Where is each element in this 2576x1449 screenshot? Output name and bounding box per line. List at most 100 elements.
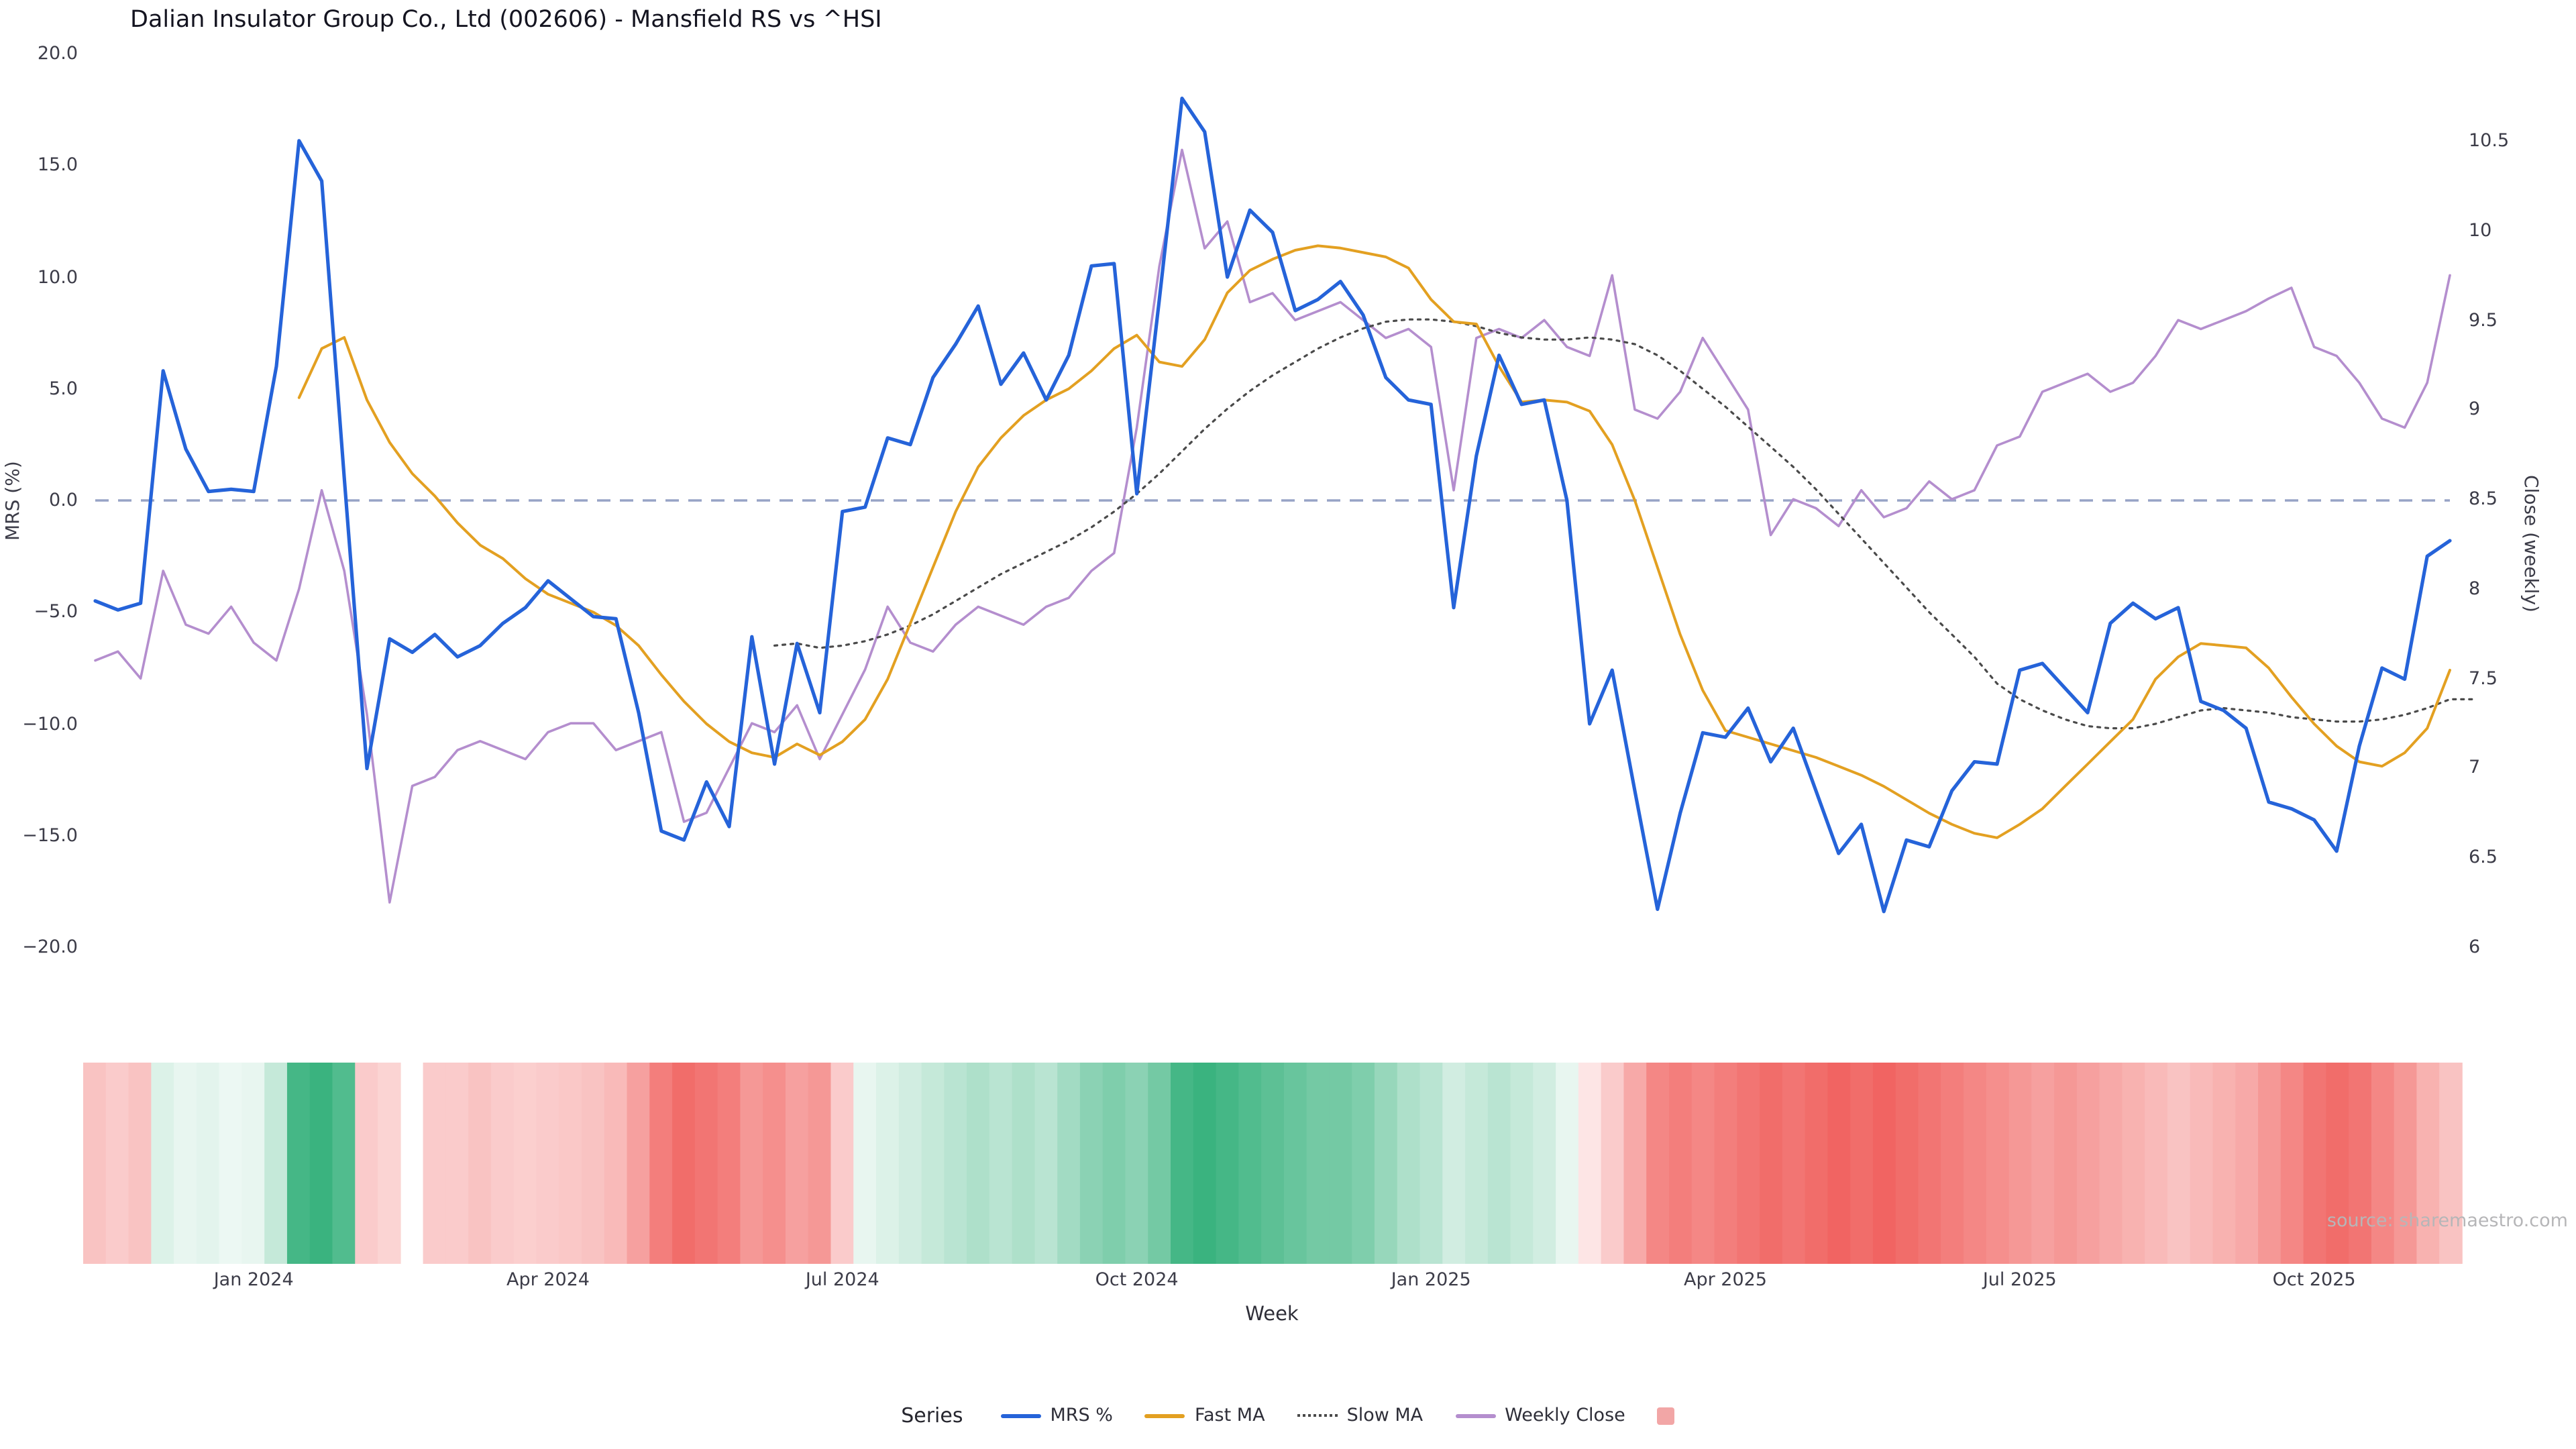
heatmap-cell	[1238, 1063, 1262, 1264]
heatmap-cell	[1941, 1063, 1964, 1264]
heatmap-cell	[1465, 1063, 1489, 1264]
heatmap-cell	[378, 1063, 401, 1264]
heatmap-cell	[1329, 1063, 1352, 1264]
line-slow-ma	[773, 318, 2474, 730]
heatmap-cell	[490, 1063, 515, 1264]
heatmap-cell	[830, 1063, 855, 1264]
heatmap-cell	[1669, 1063, 1693, 1264]
y-axis-right-tick-label: 9	[2469, 398, 2481, 421]
heatmap-cell	[1850, 1063, 1874, 1264]
heatmap-cell	[2303, 1063, 2327, 1264]
y-axis-right-tick-label: 6.5	[2469, 847, 2498, 869]
heatmap-cell	[1986, 1063, 2010, 1264]
legend-item-slow-ma[interactable]: Slow MA	[1297, 1405, 1424, 1426]
y-axis-left-tick-label: −5.0	[34, 601, 78, 623]
heatmap-cell	[1374, 1063, 1398, 1264]
heatmap-svg	[83, 1063, 2463, 1264]
heatmap-cell	[627, 1063, 651, 1264]
heatmap-cell	[1782, 1063, 1806, 1264]
y-axis-left-tick-label: 15.0	[37, 154, 78, 176]
heatmap-cell	[2076, 1063, 2100, 1264]
heatmap-cell	[2280, 1063, 2304, 1264]
heatmap-cell	[2212, 1063, 2237, 1264]
heatmap-cell	[1510, 1063, 1534, 1264]
heatmap-cell	[1691, 1063, 1715, 1264]
legend-item-fast-ma[interactable]: Fast MA	[1144, 1405, 1265, 1426]
heatmap-cell	[2326, 1063, 2349, 1264]
legend-swatch-dotted-line	[1297, 1414, 1338, 1417]
heatmap-cell	[694, 1063, 718, 1264]
heatmap-cell	[2190, 1063, 2214, 1264]
y-axis-right-tick-label: 8	[2469, 578, 2481, 600]
heatmap-cell	[309, 1063, 333, 1264]
legend-item-heatmap[interactable]	[1657, 1407, 1675, 1424]
heatmap-cell	[898, 1063, 922, 1264]
heatmap-cell	[1964, 1063, 1987, 1264]
legend-item-mrs[interactable]: MRS %	[1000, 1405, 1113, 1426]
y-axis-left-tick-label: −20.0	[22, 936, 78, 958]
heatmap-cell	[2122, 1063, 2145, 1264]
heatmap-cell	[2349, 1063, 2372, 1264]
legend-title: Series	[901, 1403, 963, 1428]
y-axis-right-tick-label: 7	[2469, 757, 2481, 779]
heatmap-cell	[1623, 1063, 1648, 1264]
heatmap-cell	[1872, 1063, 1896, 1264]
heatmap-cell	[2416, 1063, 2440, 1264]
heatmap-cell	[559, 1063, 582, 1264]
legend-swatch-line	[1000, 1413, 1041, 1417]
heatmap-cell	[1171, 1063, 1194, 1264]
heatmap-cell	[332, 1063, 356, 1264]
x-axis-tick-label: Apr 2024	[506, 1269, 590, 1291]
heatmap-cell	[2235, 1063, 2259, 1264]
plot-svg	[93, 97, 2474, 914]
heatmap-cell	[604, 1063, 628, 1264]
heatmap-cell	[876, 1063, 900, 1264]
heatmap-cell	[1578, 1063, 1602, 1264]
heatmap-cell	[513, 1063, 537, 1264]
y-axis-left-tick-label: 0.0	[49, 490, 78, 511]
heatmap-cell	[2054, 1063, 2078, 1264]
y-axis-right-tick-label: 10	[2469, 219, 2492, 241]
heatmap-cell	[174, 1063, 197, 1264]
heatmap-cell	[83, 1063, 107, 1264]
x-axis-title: Week	[1245, 1304, 1299, 1326]
heatmap-cell	[2394, 1063, 2418, 1264]
source-note: source: sharemaestro.com	[2326, 1210, 2568, 1232]
heatmap-cell	[219, 1063, 243, 1264]
heatmap-cell	[672, 1063, 696, 1264]
legend-item-weekly-close[interactable]: Weekly Close	[1455, 1405, 1625, 1426]
y-axis-right-tick-label: 7.5	[2469, 667, 2498, 690]
heatmap-cell	[264, 1063, 288, 1264]
x-axis-tick-label: Jul 2024	[805, 1269, 879, 1291]
x-axis-tick-label: Jul 2025	[1982, 1269, 2057, 1291]
heatmap-cell	[1601, 1063, 1625, 1264]
legend-item-label: Slow MA	[1346, 1405, 1424, 1426]
x-axis-tick-label: Oct 2025	[2272, 1269, 2356, 1291]
heatmap-cell	[1895, 1063, 1919, 1264]
y-axis-right-title: Close (weekly)	[2520, 475, 2541, 613]
heatmap-cell	[1737, 1063, 1760, 1264]
heatmap-cell	[2099, 1063, 2123, 1264]
heatmap-cell	[1805, 1063, 1829, 1264]
y-axis-right-tick-label: 10.5	[2469, 130, 2510, 152]
heatmap-cell	[1760, 1063, 1783, 1264]
heatmap-cell	[808, 1063, 832, 1264]
heatmap-cell	[1442, 1063, 1466, 1264]
page-title: Dalian Insulator Group Co., Ltd (002606)…	[130, 7, 882, 34]
x-axis-tick-label: Oct 2024	[1095, 1269, 1179, 1291]
heatmap-cell	[1261, 1063, 1285, 1264]
heatmap-cell	[1827, 1063, 1851, 1264]
x-axis-tick-label: Jan 2024	[213, 1269, 294, 1291]
x-axis-tick-label: Apr 2025	[1683, 1269, 1767, 1291]
line-fast-ma	[297, 244, 2451, 839]
heatmap-cell	[921, 1063, 945, 1264]
y-axis-right-tick-label: 8.5	[2469, 488, 2498, 511]
y-axis-left-tick-label: −10.0	[22, 713, 78, 735]
heatmap-cell	[286, 1063, 311, 1264]
heatmap-cell	[717, 1063, 741, 1264]
legend-item-label: Weekly Close	[1505, 1405, 1625, 1426]
heatmap-cell	[445, 1063, 469, 1264]
x-axis-tick-label: Jan 2025	[1391, 1269, 1471, 1291]
y-axis-left-tick-label: 20.0	[37, 43, 78, 64]
heatmap-cell	[1193, 1063, 1217, 1264]
